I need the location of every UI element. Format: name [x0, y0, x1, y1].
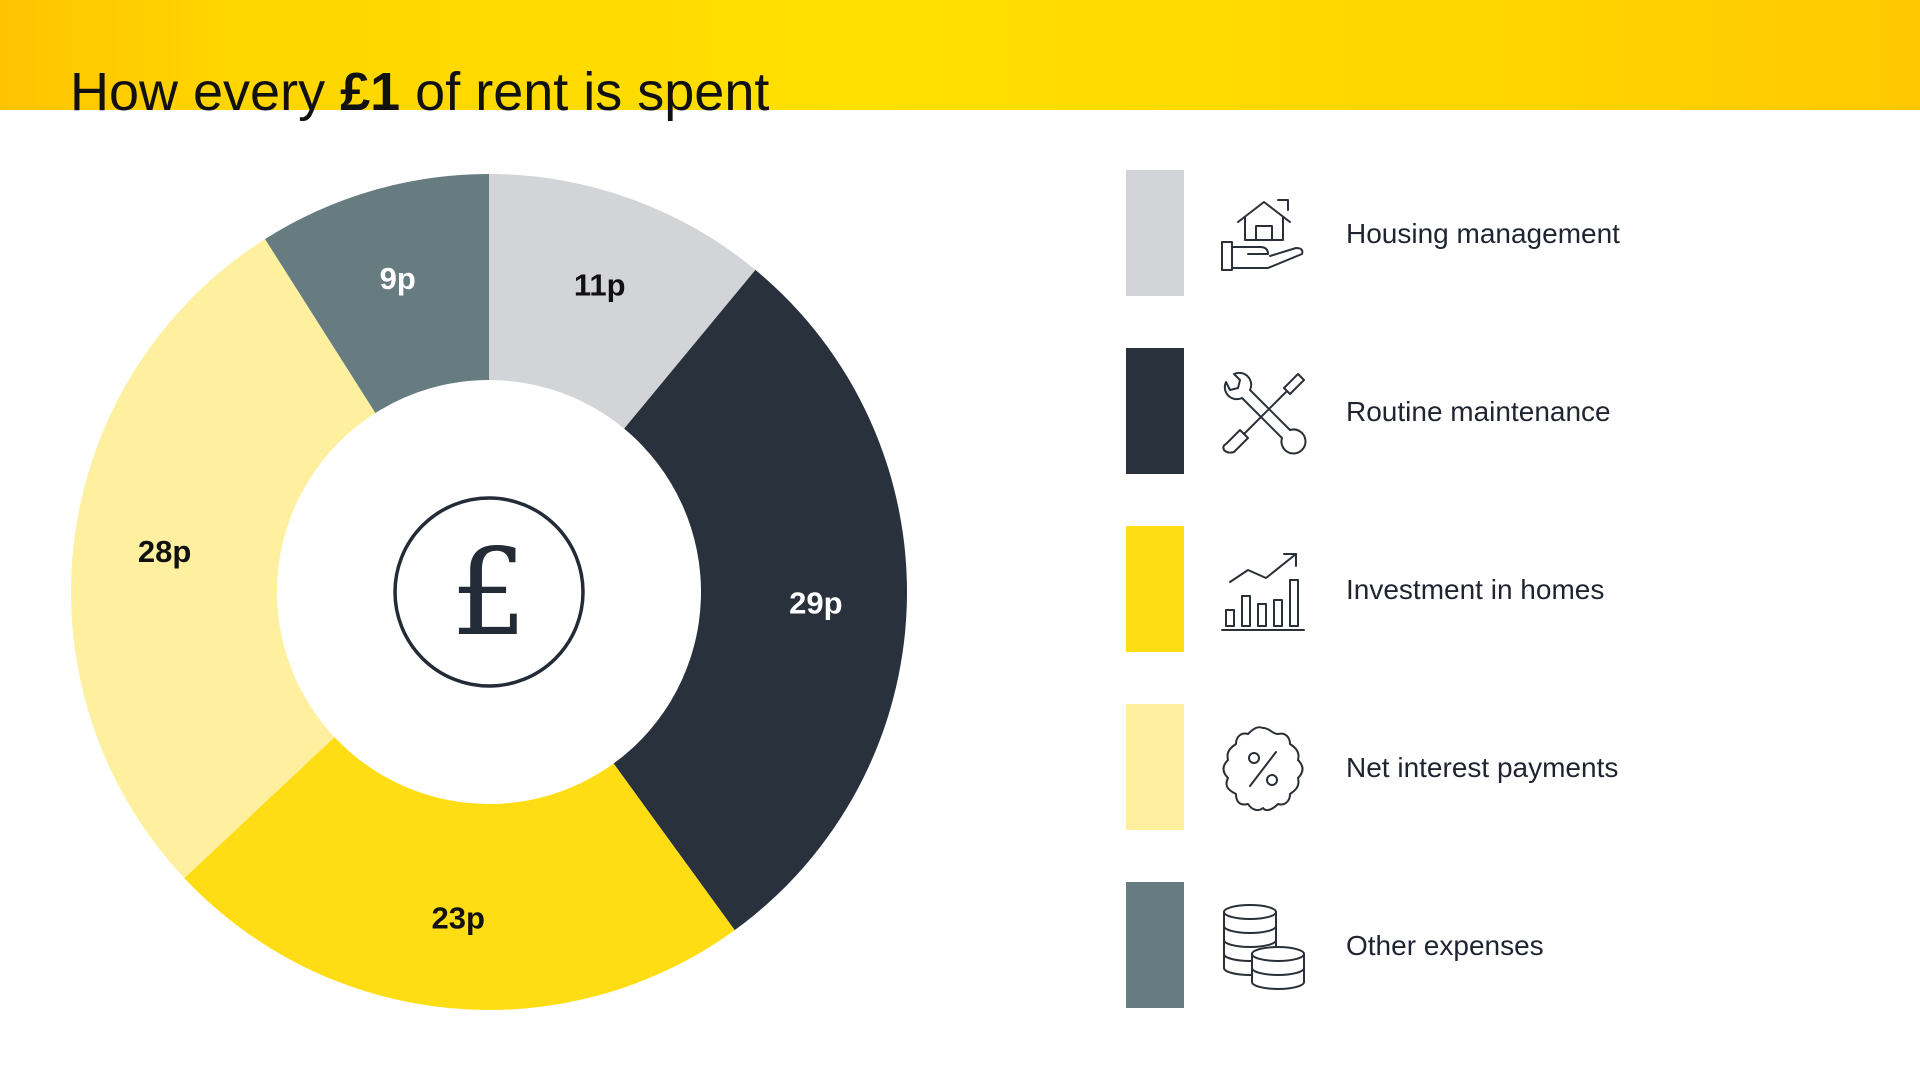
legend-swatch: [1126, 170, 1184, 296]
legend-label: Net interest payments: [1346, 752, 1619, 783]
legend-swatch: [1126, 526, 1184, 652]
donut-slice-routine-maintenance: [613, 269, 907, 931]
legend-swatch: [1126, 882, 1184, 1008]
donut-slice-other-expenses: [265, 174, 489, 414]
page-title: How every £1 of rent is spent: [70, 62, 770, 123]
legend-swatch: [1126, 704, 1184, 830]
data-label-housing-management: 11p: [574, 267, 626, 302]
legend-label: Investment in homes: [1346, 574, 1605, 605]
donut-slice-investment-in-homes: [184, 737, 735, 1011]
pound-symbol: £: [451, 524, 527, 663]
legend-item-routine-maintenance: Routine maintenance: [1126, 348, 1866, 526]
header-banner: How every £1 of rent is spent: [0, 0, 1920, 122]
data-labels: 11p 29p 23p 28p 9p: [138, 261, 843, 936]
donut-chart: 11p 29p 23p 28p 9p £: [70, 174, 907, 1011]
legend-label: Routine maintenance: [1346, 396, 1611, 427]
legend-item-net-interest-payments: Net interest payments: [1126, 704, 1866, 882]
pound-icon: £: [393, 496, 585, 688]
legend-item-other-expenses: Other expenses: [1126, 882, 1866, 1060]
legend-item-housing-management: Housing management: [1126, 170, 1866, 348]
growth-chart-icon: [1221, 553, 1305, 631]
percent-badge-icon: [1222, 726, 1304, 812]
donut-slices: [70, 174, 907, 1011]
donut-slice-net-interest-payments: [70, 239, 376, 879]
data-label-investment-in-homes: 23p: [432, 901, 485, 936]
data-label-routine-maintenance: 29p: [789, 585, 842, 620]
legend: Housing management Routine maintenance I…: [1126, 170, 1866, 1060]
legend-swatch: [1126, 348, 1184, 474]
data-label-net-interest-payments: 28p: [138, 534, 191, 569]
legend-item-investment-in-homes: Investment in homes: [1126, 526, 1866, 704]
legend-label: Housing management: [1346, 218, 1620, 249]
data-label-other-expenses: 9p: [380, 261, 416, 296]
tools-icon: [1222, 371, 1307, 455]
hand-house-icon: [1221, 199, 1304, 271]
coin-stack-icon: [1222, 904, 1305, 990]
legend-label: Other expenses: [1346, 930, 1544, 961]
donut-slice-housing-management: [489, 174, 756, 429]
